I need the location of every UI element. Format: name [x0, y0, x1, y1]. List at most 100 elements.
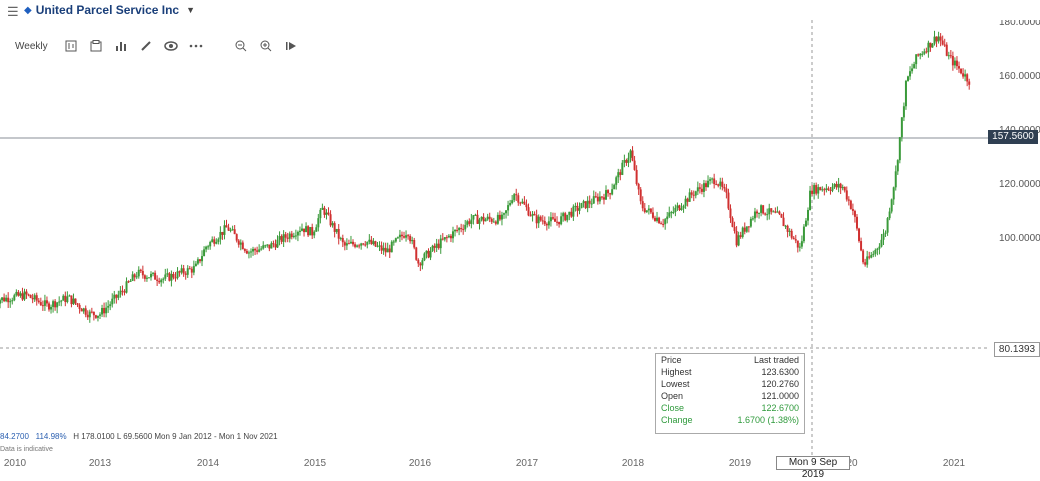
- candle-body: [431, 245, 434, 251]
- candle-body: [558, 221, 561, 225]
- candle-body: [921, 53, 924, 55]
- candle-body: [282, 234, 285, 242]
- candle-body: [762, 205, 765, 214]
- candle-body: [119, 290, 122, 295]
- candle-body: [911, 68, 914, 72]
- candle-body: [203, 249, 206, 257]
- candle-body: [670, 212, 673, 214]
- more-icon[interactable]: [187, 38, 205, 54]
- candle-body: [576, 205, 579, 211]
- price-chart[interactable]: 180.0000160.0000140.0000120.0000100.0000…: [0, 20, 1040, 468]
- candle-body: [872, 253, 875, 255]
- candle-body: [162, 278, 165, 280]
- candle-body: [111, 298, 114, 305]
- play-icon[interactable]: [282, 38, 300, 54]
- menu-icon[interactable]: ☰: [7, 4, 19, 19]
- candle-body: [807, 210, 810, 221]
- candle-body: [245, 250, 248, 254]
- candle-body: [766, 214, 769, 216]
- compare-icon[interactable]: [87, 38, 105, 54]
- candle-body: [37, 300, 40, 303]
- candle-body: [874, 249, 877, 254]
- header-bar: ☰ ◆ United Parcel Service Inc ▼: [0, 0, 1040, 22]
- y-tick-label: 160.0000: [999, 71, 1040, 82]
- candle-body: [380, 245, 383, 251]
- candle-body: [821, 189, 824, 191]
- info-header: Price Last traded: [661, 355, 799, 365]
- candle-body: [29, 294, 32, 298]
- candle-body: [137, 269, 140, 277]
- x-tick-label: 2017: [516, 458, 539, 468]
- candle-body: [811, 190, 814, 194]
- current-price-tag: 157.5600: [988, 130, 1038, 144]
- candle-body: [266, 244, 269, 246]
- candle-body: [617, 172, 620, 178]
- candle-body: [86, 314, 89, 318]
- candle-body: [317, 218, 320, 228]
- candle-body: [372, 241, 375, 245]
- candle-body: [702, 183, 705, 192]
- candle-body: [337, 228, 340, 239]
- candle-body: [286, 237, 289, 239]
- candle-body: [941, 40, 944, 45]
- candle-body: [737, 235, 740, 246]
- candle-body: [929, 42, 932, 48]
- candle-body: [407, 235, 410, 237]
- candle-body: [880, 239, 883, 247]
- candle-body: [264, 245, 267, 247]
- candle-body: [233, 229, 236, 235]
- candle-body: [417, 259, 420, 264]
- candle-body: [727, 192, 730, 209]
- candle-body: [888, 211, 891, 219]
- candle-body: [429, 250, 432, 258]
- candle-body: [147, 277, 150, 279]
- candle-body: [184, 273, 187, 275]
- candle-body: [588, 200, 591, 204]
- zoom-in-icon[interactable]: [257, 38, 275, 54]
- candle-body: [311, 227, 314, 236]
- candle-body: [568, 211, 571, 215]
- candle-body: [345, 243, 348, 246]
- x-tick-label: 2013: [89, 458, 112, 468]
- candle-body: [739, 235, 742, 237]
- candle-body: [831, 186, 834, 191]
- candle-body: [96, 315, 99, 318]
- candle-body: [704, 183, 707, 188]
- candle-type-icon[interactable]: [62, 38, 80, 54]
- candle-body: [207, 246, 210, 248]
- candle-body: [456, 229, 459, 231]
- candle-body: [631, 150, 634, 161]
- candle-body: [458, 228, 461, 231]
- candle-body: [172, 273, 175, 278]
- candle-body: [305, 226, 308, 233]
- candle-body: [386, 248, 389, 253]
- data-note: Data is indicative: [0, 446, 53, 453]
- instrument-selector[interactable]: ◆ United Parcel Service Inc ▼: [24, 3, 195, 17]
- chevron-down-icon[interactable]: ▼: [186, 5, 196, 15]
- candle-body: [356, 245, 359, 247]
- candle-body: [953, 60, 956, 66]
- candle-body: [884, 232, 887, 234]
- candle-body: [584, 201, 587, 209]
- candle-body: [656, 217, 659, 221]
- candle-body: [484, 219, 487, 222]
- candle-body: [90, 311, 93, 313]
- draw-icon[interactable]: [137, 38, 155, 54]
- candle-body: [949, 55, 952, 57]
- candle-body: [933, 36, 936, 44]
- candle-body: [362, 243, 365, 245]
- candle-body: [574, 205, 577, 207]
- indicators-icon[interactable]: [112, 38, 130, 54]
- candle-body: [709, 179, 712, 181]
- period-selector[interactable]: Weekly: [15, 40, 48, 52]
- candle-body: [527, 207, 530, 216]
- zoom-out-icon[interactable]: [232, 38, 250, 54]
- y-tick-label: 180.0000: [999, 20, 1040, 28]
- candle-body: [327, 212, 330, 215]
- candle-body: [11, 300, 14, 302]
- view-icon[interactable]: [162, 38, 180, 54]
- candle-body: [176, 271, 179, 278]
- candle-body: [288, 233, 291, 239]
- candle-body: [500, 214, 503, 220]
- candle-body: [17, 291, 20, 296]
